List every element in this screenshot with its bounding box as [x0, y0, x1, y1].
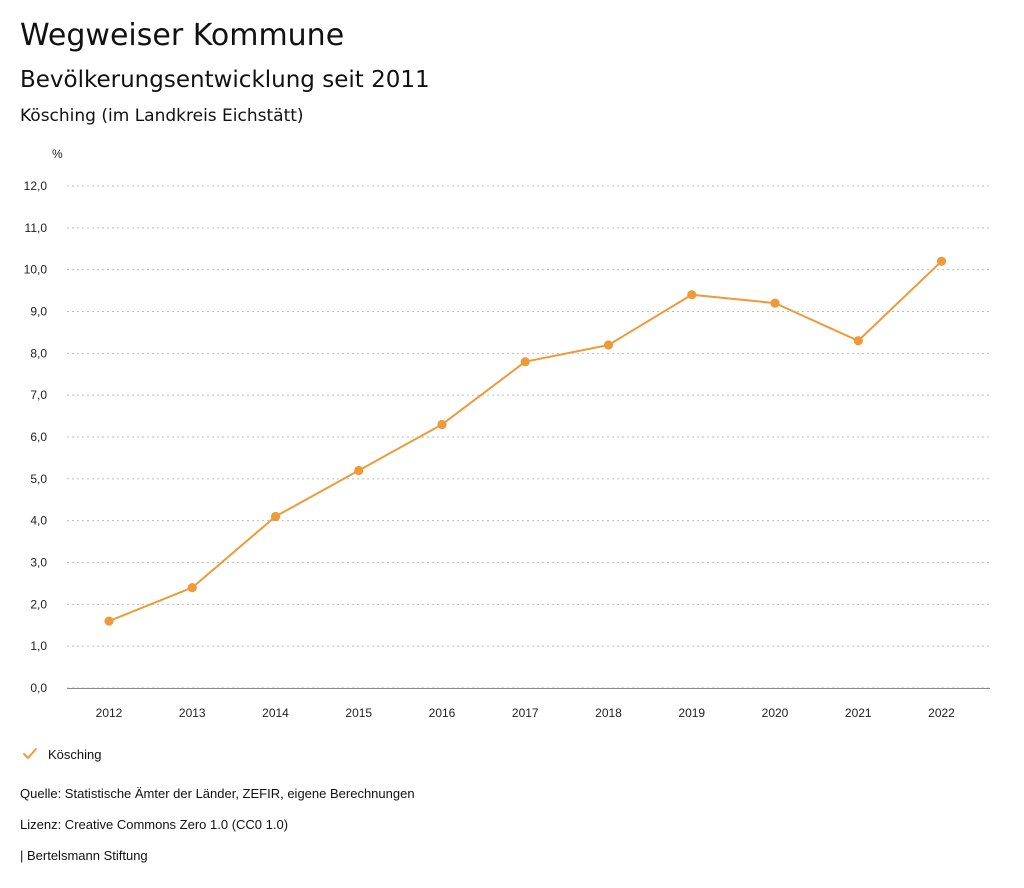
- y-tick-label: 12,0: [24, 179, 48, 193]
- x-tick-label: 2012: [96, 706, 123, 720]
- data-point[interactable]: [520, 357, 530, 367]
- y-tick-label: 4,0: [30, 514, 47, 528]
- x-tick-label: 2022: [928, 706, 955, 720]
- legend[interactable]: Kösching: [22, 744, 101, 764]
- x-tick-label: 2015: [345, 706, 372, 720]
- data-point[interactable]: [936, 256, 947, 266]
- y-tick-label: 5,0: [30, 472, 47, 486]
- x-tick-label: 2018: [595, 706, 622, 720]
- data-point[interactable]: [104, 616, 114, 626]
- x-tick-label: 2020: [762, 706, 789, 720]
- x-tick-label: 2014: [262, 706, 289, 720]
- x-tick-label: 2017: [512, 706, 539, 720]
- y-tick-label: 9,0: [30, 305, 47, 319]
- y-tick-label: 10,0: [24, 263, 48, 277]
- region-label: Kösching (im Landkreis Eichstätt): [20, 106, 304, 126]
- y-tick-label: 8,0: [30, 346, 47, 360]
- data-point[interactable]: [603, 340, 614, 350]
- legend-label: Kösching: [48, 746, 102, 762]
- check-icon: [23, 748, 37, 759]
- brand-note: | Bertelsmann Stiftung: [20, 848, 148, 863]
- data-point[interactable]: [270, 511, 281, 522]
- x-tick-label: 2019: [678, 706, 705, 720]
- y-axis-unit: %: [52, 147, 63, 161]
- y-tick-label: 2,0: [30, 597, 47, 611]
- y-tick-label: 7,0: [30, 388, 47, 402]
- y-tick-label: 0,0: [30, 681, 47, 695]
- x-tick-label: 2013: [179, 706, 206, 720]
- data-point[interactable]: [687, 290, 697, 300]
- page-title: Wegweiser Kommune: [20, 18, 345, 53]
- license-note: Lizenz: Creative Commons Zero 1.0 (CC0 1…: [20, 817, 289, 832]
- series-line: [108, 260, 943, 623]
- chart-subtitle: Bevölkerungsentwicklung seit 2011: [20, 67, 430, 93]
- data-point[interactable]: [437, 419, 447, 430]
- line-chart: % 0,0 1,0 2,0 3,0 4,0 5,0 6,0 7,0 8,0 9,0 10,0 11,0 1…: [24, 147, 990, 720]
- data-point[interactable]: [187, 583, 197, 593]
- y-tick-label: 1,0: [30, 639, 47, 653]
- x-tick-label: 2021: [845, 706, 872, 720]
- data-point[interactable]: [853, 336, 863, 346]
- data-point[interactable]: [770, 298, 780, 308]
- y-tick-label: 6,0: [30, 430, 47, 444]
- source-note: Quelle: Statistische Ämter der Länder, Z…: [20, 786, 415, 801]
- data-point[interactable]: [354, 465, 364, 476]
- y-tick-label: 11,0: [25, 221, 48, 235]
- y-tick-label: 3,0: [30, 556, 47, 570]
- x-tick-label: 2016: [429, 706, 456, 720]
